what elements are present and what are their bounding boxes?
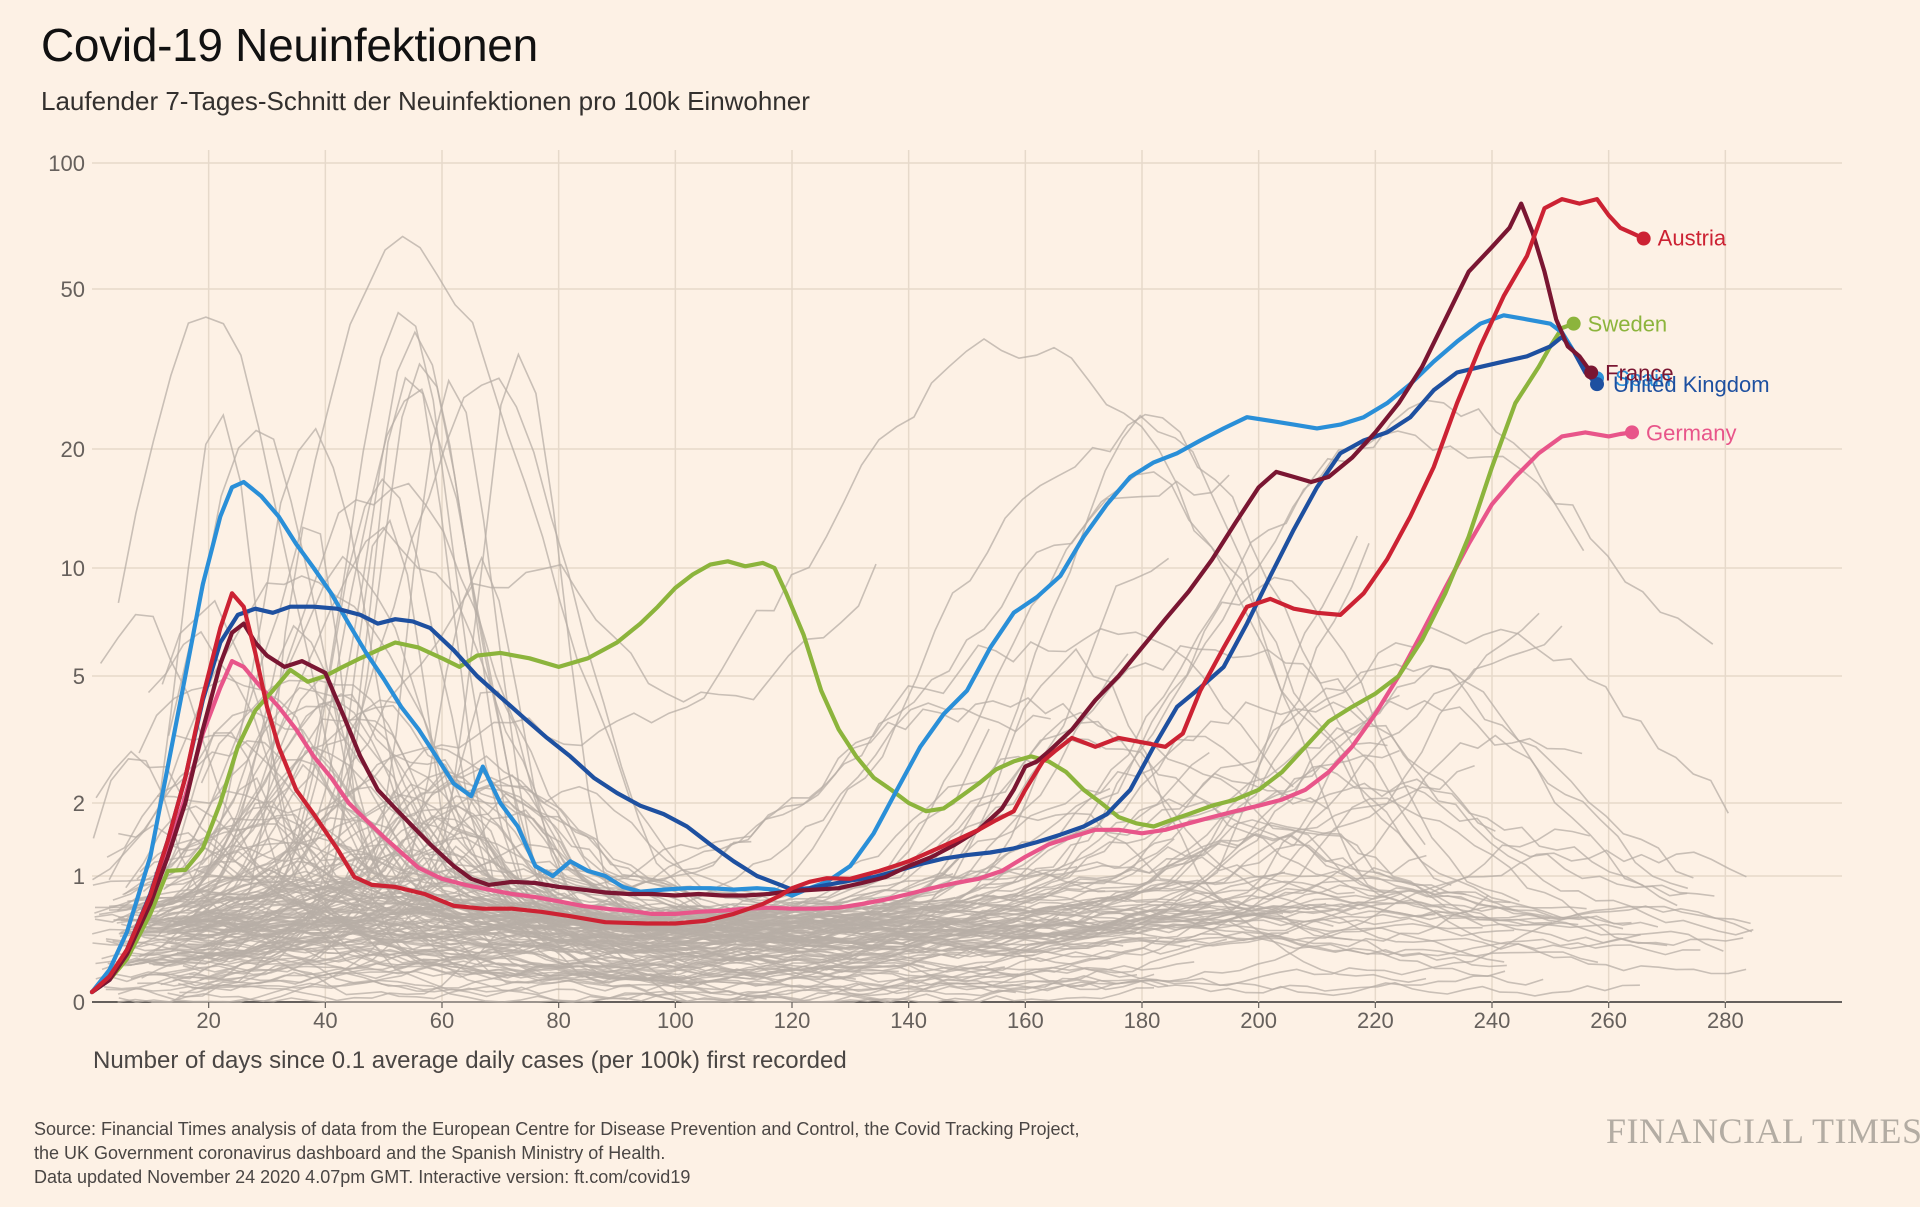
background-country-line bbox=[126, 338, 1632, 929]
background-country-lines bbox=[92, 235, 1754, 1003]
x-tick-label: 160 bbox=[1007, 1008, 1044, 1033]
y-tick-label: 2 bbox=[73, 791, 85, 816]
series-end-marker bbox=[1566, 316, 1581, 331]
series-label: Sweden bbox=[1588, 312, 1668, 337]
background-country-line bbox=[95, 946, 1111, 981]
x-tick-label: 200 bbox=[1240, 1008, 1277, 1033]
source-line: Data updated November 24 2020 4.07pm GMT… bbox=[34, 1167, 691, 1187]
x-tick-label: 240 bbox=[1474, 1008, 1511, 1033]
background-country-line bbox=[187, 330, 993, 926]
series-label: Austria bbox=[1658, 226, 1727, 251]
background-country-line bbox=[127, 896, 933, 930]
series-line-spain bbox=[89, 313, 1600, 995]
x-tick-label: 100 bbox=[657, 1008, 694, 1033]
background-country-line bbox=[117, 316, 1327, 935]
background-country-line bbox=[200, 399, 1585, 930]
series-end-marker bbox=[1584, 365, 1599, 380]
background-country-line bbox=[118, 858, 960, 1003]
series-end-marker bbox=[1636, 231, 1651, 246]
background-country-line bbox=[199, 764, 1688, 922]
chart-subtitle: Laufender 7-Tages-Schnitt der Neuinfekti… bbox=[41, 86, 810, 116]
x-tick-label: 260 bbox=[1590, 1008, 1627, 1033]
background-country-line bbox=[167, 910, 1096, 1003]
y-tick-label: 0 bbox=[73, 990, 85, 1015]
series-line-germany bbox=[89, 430, 1635, 995]
background-country-line bbox=[95, 918, 971, 983]
background-country-line bbox=[136, 798, 1467, 935]
background-country-line bbox=[130, 889, 1724, 983]
axis-ticks: 0 1 2 5 10 20 50 100 20 40 60 80 100 120 140 160 180 200 2… bbox=[48, 151, 1743, 1033]
background-country-line bbox=[126, 731, 1580, 939]
background-country-line bbox=[99, 613, 854, 929]
series-line-sweden bbox=[89, 321, 1576, 995]
series-label: Spain bbox=[1615, 366, 1671, 391]
series-line-austria bbox=[89, 197, 1646, 995]
x-tick-label: 220 bbox=[1357, 1008, 1394, 1033]
background-country-line bbox=[105, 845, 1016, 1003]
y-tick-label: 10 bbox=[61, 556, 85, 581]
background-country-line bbox=[193, 868, 1122, 956]
background-country-line bbox=[177, 414, 1386, 939]
x-tick-label: 60 bbox=[430, 1008, 454, 1033]
background-country-line bbox=[95, 750, 884, 951]
y-tick-label: 5 bbox=[73, 664, 85, 689]
background-country-line bbox=[170, 711, 1641, 950]
background-country-line bbox=[175, 563, 877, 925]
series-label: Germany bbox=[1646, 420, 1736, 445]
background-country-line bbox=[137, 627, 1294, 918]
y-tick-label: 1 bbox=[73, 864, 85, 889]
x-axis-label: Number of days since 0.1 average daily c… bbox=[93, 1047, 847, 1074]
source-note: Source: Financial Times analysis of data… bbox=[34, 1117, 1080, 1189]
series-label: France bbox=[1605, 360, 1673, 385]
background-country-line bbox=[122, 235, 911, 915]
background-country-line bbox=[156, 886, 1138, 983]
x-tick-label: 180 bbox=[1124, 1008, 1161, 1033]
source-line: Source: Financial Times analysis of data… bbox=[34, 1119, 1080, 1139]
x-tick-label: 40 bbox=[313, 1008, 337, 1033]
x-tick-label: 120 bbox=[774, 1008, 811, 1033]
background-country-line bbox=[193, 776, 702, 923]
series-end-marker bbox=[1590, 377, 1604, 392]
source-line: the UK Government coronavirus dashboard … bbox=[34, 1143, 666, 1163]
x-tick-label: 80 bbox=[546, 1008, 570, 1033]
x-tick-label: 20 bbox=[196, 1008, 220, 1033]
background-country-line bbox=[117, 922, 1483, 1003]
background-country-line bbox=[98, 885, 1587, 928]
background-country-line bbox=[120, 526, 856, 984]
background-country-line bbox=[109, 474, 1230, 908]
y-tick-label: 100 bbox=[48, 151, 85, 176]
chart-title: Covid-19 Neuinfektionen bbox=[41, 19, 538, 71]
background-country-line bbox=[179, 625, 1563, 1003]
background-country-line bbox=[178, 950, 862, 992]
series-label: United Kingdom bbox=[1613, 372, 1770, 397]
y-tick-label: 50 bbox=[61, 277, 85, 302]
x-tick-label: 280 bbox=[1707, 1008, 1744, 1033]
background-country-line bbox=[173, 737, 1101, 933]
background-country-line bbox=[191, 946, 1155, 1003]
background-country-line bbox=[138, 860, 1505, 973]
background-country-line bbox=[94, 868, 638, 923]
ft-logo: FINANCIAL TIMES bbox=[1606, 1111, 1920, 1151]
background-country-line bbox=[151, 989, 887, 1003]
background-country-line bbox=[153, 823, 1747, 940]
y-tick-label: 20 bbox=[61, 437, 85, 462]
x-tick-label: 140 bbox=[890, 1008, 927, 1033]
series-end-marker bbox=[1625, 425, 1639, 440]
background-country-line bbox=[173, 612, 1540, 938]
series-line-france bbox=[89, 201, 1594, 995]
